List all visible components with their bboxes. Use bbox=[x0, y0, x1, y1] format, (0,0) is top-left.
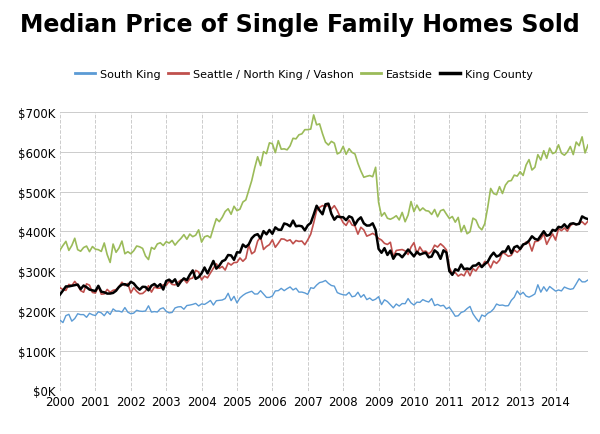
Legend: South King, Seattle / North King / Vashon, Eastside, King County: South King, Seattle / North King / Vasho… bbox=[71, 66, 537, 85]
Text: Median Price of Single Family Homes Sold: Median Price of Single Family Homes Sold bbox=[20, 13, 580, 37]
